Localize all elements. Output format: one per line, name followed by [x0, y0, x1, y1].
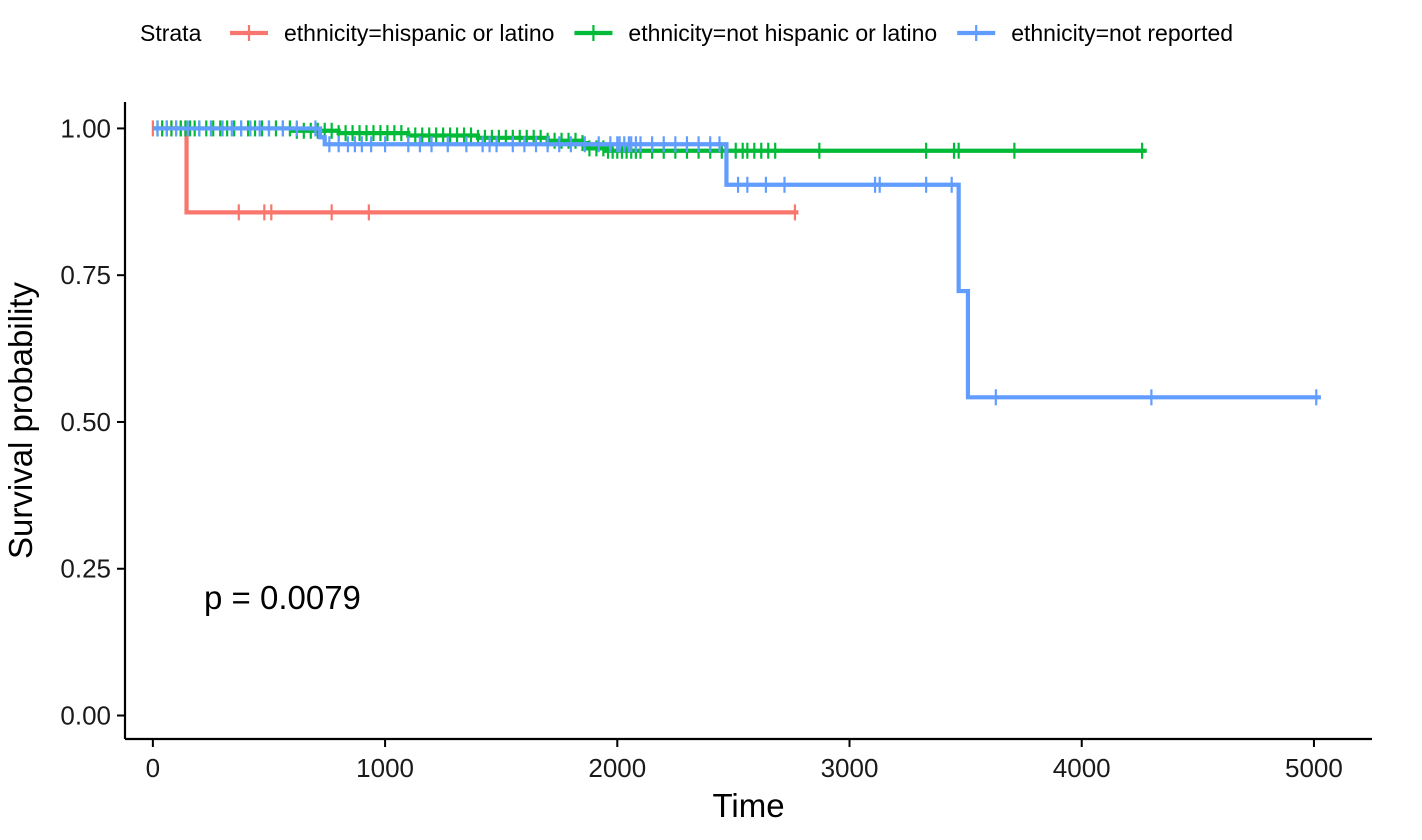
legend-item: ethnicity=not hispanic or latino: [574, 20, 937, 46]
legend-label: ethnicity=not reported: [1011, 20, 1233, 46]
x-tick-label: 1000: [356, 753, 414, 783]
plot-area: [151, 120, 1321, 406]
x-tick-label: 0: [146, 753, 160, 783]
y-tick-label: 0.75: [60, 260, 111, 290]
legend: Strata ethnicity=hispanic or latino ethni…: [140, 20, 1233, 46]
x-tick-label: 5000: [1285, 753, 1343, 783]
survival-curve: [152, 126, 1147, 153]
y-tick-label: 0.00: [60, 701, 111, 731]
x-tick-label: 2000: [588, 753, 646, 783]
x-axis-title: Time: [712, 787, 784, 824]
axes: 0.00 0.25 0.50 0.75 1.00 0 1000 2000 3000 4000 50…: [60, 102, 1372, 783]
y-axis-title: Survival probability: [2, 282, 39, 559]
y-tick-label: 0.50: [60, 407, 111, 437]
legend-item: ethnicity=hispanic or latino: [230, 20, 554, 46]
survival-curve: [152, 126, 1321, 400]
y-tick-label: 1.00: [60, 113, 111, 143]
series-ethnicity-not-reported: [152, 120, 1321, 406]
x-tick-label: 3000: [821, 753, 879, 783]
survival-curve: [152, 126, 799, 215]
series-ethnicity-not-hispanic-or-latino: [152, 120, 1147, 159]
legend-item: ethnicity=not reported: [957, 20, 1233, 46]
p-value-annotation: p = 0.0079: [204, 579, 361, 616]
legend-label: ethnicity=not hispanic or latino: [628, 20, 937, 46]
legend-label: ethnicity=hispanic or latino: [284, 20, 554, 46]
x-tick-label: 4000: [1053, 753, 1111, 783]
legend-title: Strata: [140, 20, 202, 46]
y-tick-label: 0.25: [60, 554, 111, 584]
